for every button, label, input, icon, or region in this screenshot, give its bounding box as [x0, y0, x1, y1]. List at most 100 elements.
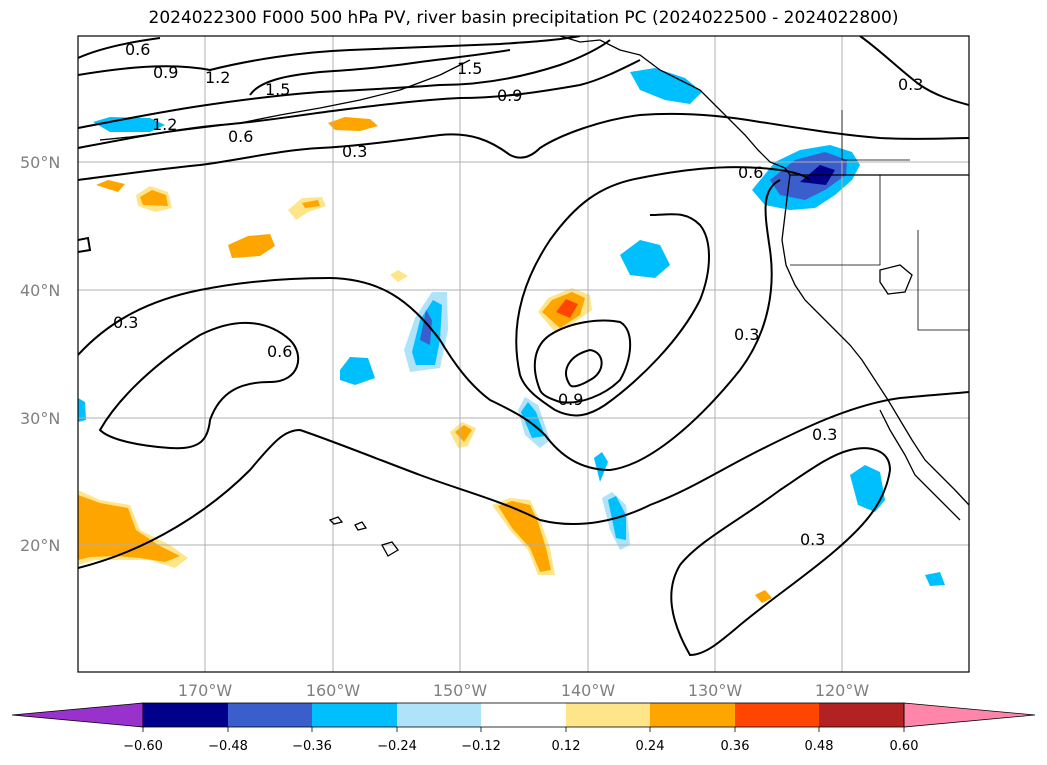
contour-1.2-upper: [78, 36, 581, 76]
precip-blob-o9-core: [498, 501, 551, 572]
precip-blob-c1: [620, 240, 670, 278]
border-states-2: [917, 230, 969, 331]
contour-label: 1.5: [265, 80, 290, 99]
contour-0.3-south: [78, 391, 969, 569]
colorbar-cell: [143, 703, 228, 727]
lon-labels: 170°W 160°W 150°W 140°W 130°W 120°W: [178, 681, 870, 700]
precip-blob-mx: [850, 465, 885, 512]
lon-label: 130°W: [688, 681, 743, 700]
precip-blob-c5: [594, 452, 608, 482]
coast-baja: [879, 409, 961, 521]
precip-blob-o3-core: [140, 190, 168, 206]
colorbar-tick-label: 0.48: [805, 739, 834, 754]
contour-0.9-upper: [78, 39, 611, 129]
lon-label: 170°W: [178, 681, 233, 700]
lon-label: 160°W: [306, 681, 361, 700]
contour-label: 0.3: [342, 142, 367, 161]
contour-label: 0.3: [812, 425, 837, 444]
colorbar-cell: [228, 703, 312, 727]
lat-label: 50°N: [20, 153, 60, 172]
contour-0.9-loop: [533, 319, 632, 404]
contour-0.3-north: [78, 179, 781, 472]
colorbar-cell: [819, 703, 904, 727]
contour-0.6-top: [78, 37, 161, 59]
contour-label: 0.6: [267, 342, 292, 361]
colorbar-cell: [481, 703, 566, 727]
contour-0.6-mid: [98, 321, 300, 450]
contour-0.6-upper: [78, 59, 641, 149]
island-hawaii-2: [354, 521, 368, 531]
precip-blob-o7-red: [556, 299, 578, 318]
precip-blob-o4-core: [302, 200, 320, 208]
precip-blob-o2: [96, 180, 125, 192]
precip-shading: [78, 68, 945, 603]
contour-west-edge: [78, 236, 92, 253]
colorbar-extend-low: [11, 702, 144, 728]
contour-0.3-ne: [859, 36, 969, 106]
lat-label: 40°N: [20, 281, 60, 300]
coastlines: [99, 36, 969, 557]
colorbar-tick-label: −0.36: [292, 739, 332, 754]
lon-label: 120°W: [815, 681, 870, 700]
contour-0.6-trough: [515, 166, 811, 417]
border-states-1: [790, 175, 881, 266]
border-states-3: [841, 110, 910, 161]
map-title: 2024022300 F000 500 hPa PV, river basin …: [148, 8, 899, 28]
colorbar-tick-label: 0.60: [890, 739, 919, 754]
contour-label: 0.6: [125, 40, 150, 59]
colorbar-frame: [142, 702, 905, 728]
precip-blob-se: [925, 572, 945, 586]
precip-blob-c3: [340, 357, 375, 385]
lon-label: 140°W: [561, 681, 616, 700]
pv-contours: [78, 36, 969, 657]
precip-blob-bc: [630, 68, 702, 104]
colorbar-tick-label: −0.48: [208, 739, 248, 754]
contour-label: 0.6: [738, 163, 763, 182]
colorbar-cell: [397, 703, 481, 727]
lon-label: 150°W: [433, 681, 488, 700]
precip-blob-o10: [755, 590, 772, 603]
contour-label: 1.2: [152, 115, 177, 134]
precip-blob-o5: [228, 234, 275, 258]
colorbar-tick-label: 0.12: [552, 739, 581, 754]
colorbar-cell: [650, 703, 735, 727]
contour-0.3-loop: [670, 447, 892, 657]
colorbar-cell: [312, 703, 397, 727]
contour-label: 0.9: [153, 63, 178, 82]
precip-blob-w: [78, 398, 86, 422]
precip-blob-o6: [390, 270, 408, 282]
contour-1.2-inner: [565, 348, 603, 388]
lat-label: 20°N: [20, 536, 60, 555]
island-hawaii-1: [328, 516, 344, 525]
contour-label: 1.2: [205, 68, 230, 87]
colorbar-tick-label: −0.60: [123, 739, 163, 754]
colorbar-ticks: [142, 727, 905, 732]
precip-blob-o1: [328, 117, 378, 131]
contour-label: 0.3: [113, 313, 138, 332]
colorbar-cell: [566, 703, 650, 727]
contour-label: 0.6: [228, 127, 253, 146]
contour-labels: 0.6 0.9 1.2 1.5 1.5 0.9 1.2 0.6 0.3 0.6 …: [113, 40, 923, 549]
contour-label: 1.5: [457, 59, 482, 78]
contour-1.5-upper: [249, 49, 511, 96]
contour-label: 0.3: [800, 530, 825, 549]
lat-label: 30°N: [20, 409, 60, 428]
precip-blob-o8-core: [455, 425, 472, 442]
coast-alaska: [559, 36, 969, 506]
colorbar-tick-label: −0.24: [377, 739, 417, 754]
contour-label: 0.3: [898, 75, 923, 94]
colorbar-tick-label: 0.24: [636, 739, 665, 754]
contour-label: 0.3: [734, 325, 759, 344]
contour-label: 0.9: [558, 390, 583, 409]
contour-0.3-upper: [78, 112, 969, 181]
contour-label: 0.9: [497, 86, 522, 105]
lake-1: [879, 264, 913, 295]
map-frame: [77, 35, 970, 673]
colorbar-cell: [735, 703, 819, 727]
colorbar-extend-high: [903, 702, 1036, 728]
colorbar-tick-label: 0.36: [721, 739, 750, 754]
island-hawaii-3: [381, 541, 399, 557]
colorbar: −0.60 −0.48 −0.36 −0.24 −0.12 0.12 0.24 …: [11, 702, 1036, 754]
precip-blob-c2-dark: [420, 310, 432, 345]
colorbar-tick-label: −0.12: [461, 739, 501, 754]
